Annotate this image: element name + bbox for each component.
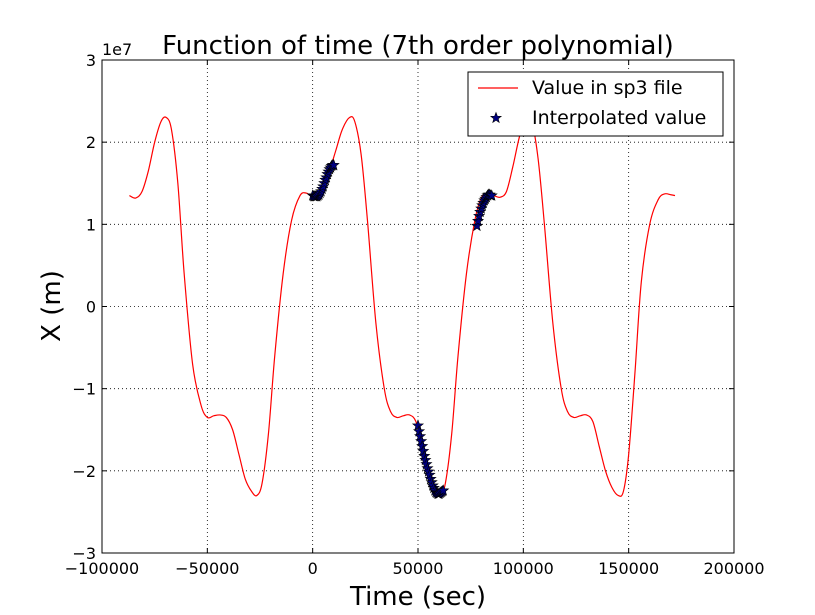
x-tick-label: 0 (308, 559, 318, 578)
interpolated-point (437, 484, 450, 496)
x-tick-label: 150000 (598, 559, 659, 578)
legend-star-marker (489, 111, 503, 124)
legend-label-marker: Interpolated value (532, 107, 706, 129)
sp3-value-line (129, 115, 676, 497)
y-tick-label: 3 (86, 51, 96, 70)
line-series (129, 115, 676, 497)
x-tick-label: −100000 (65, 559, 139, 578)
grid (102, 60, 734, 553)
x-tick-label: 200000 (703, 559, 764, 578)
marker-series (306, 158, 498, 499)
y-axis-label: X (m) (37, 270, 67, 342)
axis-ticks: −100000 −50000 0 50000 100000 150000 200000 −3 −… (65, 51, 765, 578)
legend-box (467, 71, 724, 137)
y-tick-label: −3 (72, 544, 96, 563)
y-offset-label: 1e7 (102, 40, 132, 59)
interpolated-point (485, 189, 498, 201)
y-tick-label: −2 (72, 462, 96, 481)
y-tick-label: 1 (86, 215, 96, 234)
y-tick-label: −1 (72, 380, 96, 399)
x-tick-label: −50000 (175, 559, 239, 578)
x-tick-label: 100000 (493, 559, 554, 578)
legend-label-line: Value in sp3 file (532, 77, 683, 99)
y-tick-label: 0 (86, 298, 96, 317)
x-tick-label: 50000 (393, 559, 444, 578)
y-tick-label: 2 (86, 133, 96, 152)
legend: Value in sp3 file Interpolated value (467, 71, 724, 137)
x-axis-label: Time (sec) (349, 582, 486, 612)
chart-title: Function of time (7th order polynomial) (162, 31, 674, 61)
interpolated-point (327, 158, 340, 171)
